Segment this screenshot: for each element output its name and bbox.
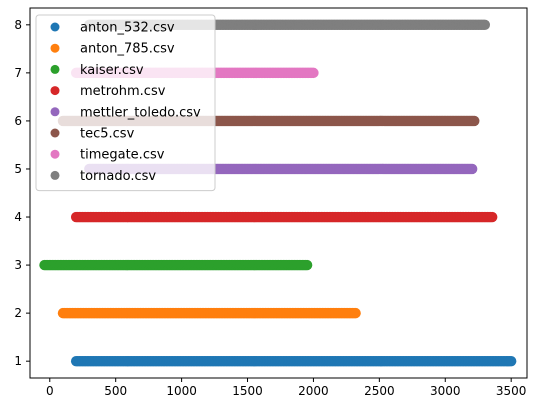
data-point [350,307,361,319]
plot-frame [29,7,528,379]
x-tick-label: 500 [104,384,127,398]
legend-item: tornado.csv [50,169,156,184]
legend-label: anton_785.csv [80,42,175,57]
legend-label: anton_532.csv [80,21,175,36]
legend-item: mettler_toledo.csv [50,105,201,120]
y-tick-label: 6 [14,114,22,128]
y-tick-label: 4 [14,210,22,224]
legend-label: mettler_toledo.csv [80,105,201,120]
y-tick-label: 3 [14,258,22,272]
legend-item: timegate.csv [50,148,165,163]
data-point [487,211,498,223]
legend-marker [50,86,60,96]
x-tick-label: 1500 [232,384,263,398]
legend-marker [50,107,60,117]
legend-item: metrohm.csv [50,84,166,99]
legend-marker [50,22,60,32]
series-metrohm [70,211,498,223]
legend-marker [50,128,60,138]
x-tick-label: 0 [46,384,54,398]
series-anton-785 [57,307,361,319]
data-point [308,67,319,79]
data-point [479,19,491,31]
legend-item: anton_532.csv [50,21,175,36]
series-kaiser [39,259,313,271]
data-point [469,115,480,127]
legend-label: metrohm.csv [80,84,166,99]
legend-label: tec5.csv [80,127,135,142]
y-tick-label: 2 [14,306,22,320]
legend-label: timegate.csv [80,148,165,163]
y-tick-label: 1 [14,354,22,368]
x-tick-label: 2500 [364,384,395,398]
legend-box [35,14,216,192]
legend-item: kaiser.csv [50,63,144,78]
series-anton-532 [70,355,517,367]
x-tick-label: 3500 [496,384,527,398]
legend-item: anton_785.csv [50,42,175,57]
y-tick-label: 8 [14,18,22,32]
legend-item: tec5.csv [50,127,135,142]
data-point [466,163,478,175]
legend-marker [50,170,60,180]
y-tick-label: 5 [14,162,22,176]
data-point [301,259,313,271]
axis-layer: 0 500 1000 1500 2000 2500 3000 3500 1 2 3 4 5 6 7 8 [14,18,526,398]
legend-marker [50,149,60,159]
legend-label: kaiser.csv [80,63,144,78]
x-tick-label: 2000 [298,384,329,398]
y-tick-label: 7 [14,66,22,80]
legend: anton_532.csv anton_785.csv kaiser.csv metr… [35,14,216,192]
data-point [505,355,517,367]
x-tick-label: 3000 [430,384,461,398]
legend-label: tornado.csv [80,169,156,184]
x-tick-label: 1000 [166,384,197,398]
legend-marker [50,43,60,53]
legend-marker [50,64,60,74]
